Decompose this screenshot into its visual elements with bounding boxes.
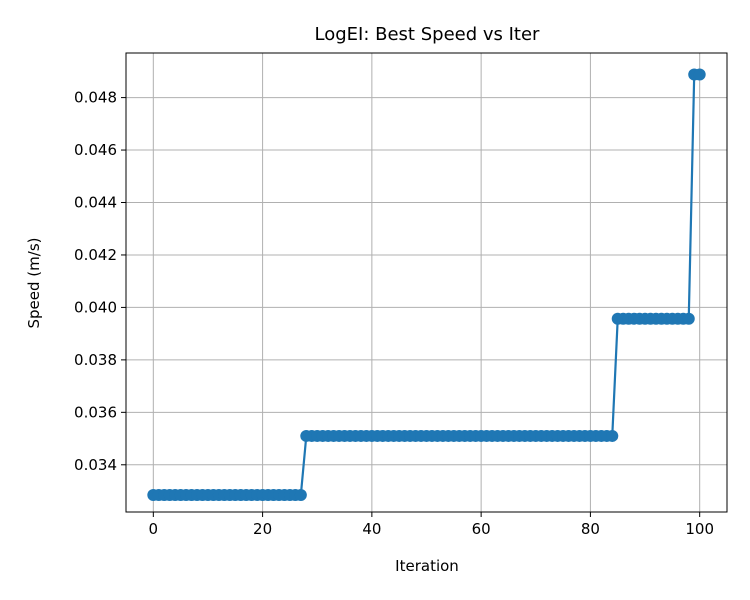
x-axis-label: Iteration: [395, 557, 459, 575]
y-tick-label: 0.038: [74, 351, 117, 369]
plot-frame: [125, 52, 728, 513]
data-point: [693, 68, 706, 81]
y-tick-label: 0.048: [74, 89, 117, 107]
y-tick-label: 0.046: [74, 141, 117, 159]
y-tick-label: 0.044: [74, 194, 117, 212]
chart-title: LogEI: Best Speed vs Iter: [315, 24, 541, 45]
x-tick-label: 0: [149, 520, 159, 538]
y-axis-label: Speed (m/s): [25, 238, 43, 329]
x-tick-label: 40: [362, 520, 381, 538]
y-tick-label: 0.042: [74, 246, 117, 264]
y-tick-label: 0.034: [74, 456, 117, 474]
x-tick-label: 100: [685, 520, 714, 538]
data-point: [682, 312, 695, 325]
data-point: [294, 488, 307, 501]
y-tick-label: 0.036: [74, 403, 117, 421]
x-tick-label: 20: [253, 520, 272, 538]
x-tick-label: 60: [472, 520, 491, 538]
grid: [126, 53, 727, 512]
x-tick-label: 80: [581, 520, 600, 538]
x-axis: 0 20 40 60 80 100: [149, 512, 714, 538]
series: [147, 68, 706, 501]
y-axis: 0.034 0.036 0.038 0.040 0.042 0.044 0.046 0.048: [74, 89, 126, 474]
data-point: [606, 429, 619, 442]
y-tick-label: 0.040: [74, 298, 117, 316]
